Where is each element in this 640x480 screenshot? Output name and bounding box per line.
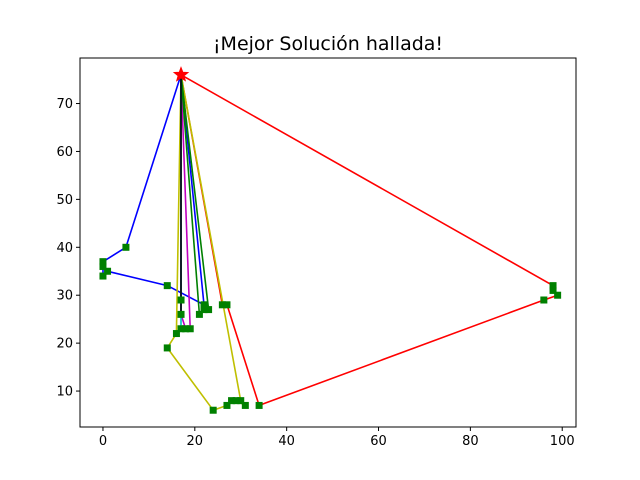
customer-marker-1 <box>122 243 130 251</box>
customer-marker-10 <box>554 291 562 299</box>
customer-marker-23 <box>186 325 194 333</box>
customer-marker-27 <box>205 306 213 314</box>
customer-marker-30 <box>177 325 185 333</box>
customer-marker-9 <box>549 286 557 294</box>
customer-marker-5 <box>104 267 112 275</box>
customer-marker-11 <box>540 296 548 304</box>
y-tick-label-10: 10 <box>56 385 73 400</box>
customer-marker-17 <box>209 406 217 414</box>
x-tick-label-0: 0 <box>99 434 107 449</box>
y-tick-label-70: 70 <box>56 97 73 112</box>
customer-marker-6 <box>163 282 171 290</box>
customer-marker-19 <box>228 397 236 405</box>
x-tick-label-40: 40 <box>278 434 295 449</box>
customer-marker-16 <box>163 344 171 352</box>
customer-marker-7 <box>200 301 208 309</box>
y-tick-label-50: 50 <box>56 193 73 208</box>
customer-marker-29 <box>195 310 203 318</box>
y-tick-label-60: 60 <box>56 145 73 160</box>
x-tick-label-80: 80 <box>462 434 479 449</box>
customer-marker-24 <box>182 325 190 333</box>
marker-layer <box>99 66 562 414</box>
customer-marker-8 <box>549 282 557 290</box>
axis-layer: 0 20 40 60 80 100 10 20 30 40 50 60 70 <box>56 57 577 449</box>
customer-marker-18 <box>223 401 231 409</box>
customer-marker-12 <box>255 401 263 409</box>
customer-marker-21 <box>241 401 249 409</box>
customer-marker-15 <box>172 330 180 338</box>
customer-marker-26 <box>177 296 185 304</box>
x-tick-label-100: 100 <box>550 434 575 449</box>
y-tick-label-40: 40 <box>56 241 73 256</box>
customer-marker-14 <box>218 301 226 309</box>
plot-background <box>80 58 576 427</box>
customer-marker-20 <box>232 397 240 405</box>
x-tick-label-60: 60 <box>370 434 387 449</box>
customer-marker-2 <box>99 258 107 266</box>
customer-marker-13 <box>223 301 231 309</box>
y-tick-label-30: 30 <box>56 289 73 304</box>
customer-marker-28 <box>200 306 208 314</box>
customer-marker-25 <box>177 310 185 318</box>
x-tick-label-20: 20 <box>187 434 204 449</box>
y-tick-label-20: 20 <box>56 337 73 352</box>
chart-title: ¡Mejor Solución hallada! <box>213 33 443 55</box>
plot-area <box>80 58 576 427</box>
customer-marker-22 <box>237 397 245 405</box>
customer-marker-3 <box>99 262 107 270</box>
customer-marker-4 <box>99 272 107 280</box>
depot-star-marker <box>172 66 190 82</box>
axes-frame <box>79 57 577 428</box>
